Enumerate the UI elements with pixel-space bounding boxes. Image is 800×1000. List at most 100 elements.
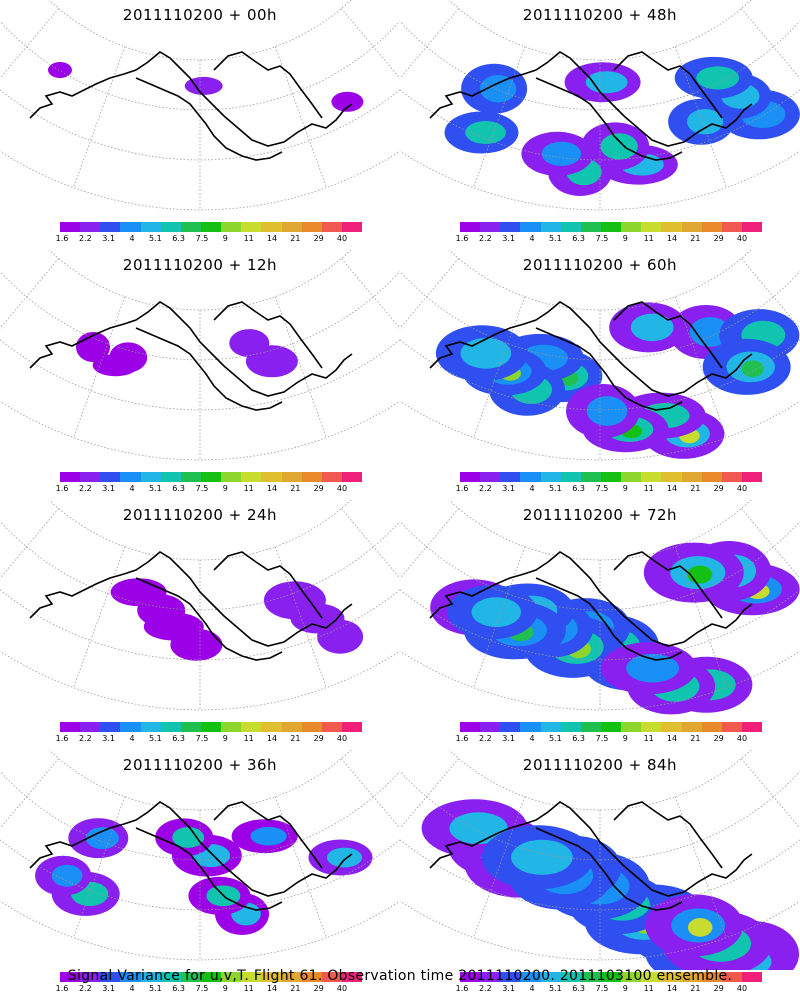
- colorbar-tick-label: 3.1: [102, 984, 116, 993]
- polar-map: [0, 0, 400, 211]
- colorbar-tick-label: 29: [713, 484, 724, 493]
- colorbar-swatch: [80, 972, 101, 982]
- colorbar-tick-label: 14: [666, 484, 678, 493]
- colorbar-tick-label: 9: [622, 984, 628, 993]
- colorbar-swatch: [460, 472, 481, 482]
- variance-core: [600, 133, 638, 160]
- variance-region: [229, 329, 270, 358]
- colorbar-swatch: [600, 472, 622, 482]
- colorbar-tick-label: 7.5: [595, 734, 609, 743]
- colorbar-swatch: [321, 972, 342, 982]
- colorbar-tick-label: 9: [622, 234, 628, 243]
- colorbar-tick-label: 4: [129, 984, 135, 993]
- colorbar-swatch: [180, 222, 201, 232]
- colorbar-tick-label: 11: [643, 734, 654, 743]
- polar-map: [0, 500, 400, 711]
- colorbar-swatch: [741, 472, 763, 482]
- colorbar-swatch: [261, 472, 282, 482]
- colorbar-swatch: [281, 722, 302, 732]
- colorbar-swatch: [160, 722, 181, 732]
- colorbar-ticks: 1.6 2.2 3.1 4 5.1 6.3 7.5 9 11 14 21 29 40: [56, 984, 362, 996]
- colorbar-swatch: [261, 222, 282, 232]
- colorbar-tick-label: 4: [129, 484, 135, 493]
- colorbar-tick-label: 2.2: [478, 984, 492, 993]
- colorbar-tick-label: 14: [666, 734, 678, 743]
- colorbar-swatch: [661, 222, 682, 232]
- colorbar-swatch: [301, 222, 322, 232]
- colorbar-ticks: 1.6 2.2 3.1 4 5.1 6.3 7.5 9 11 14 21 29 40: [56, 234, 362, 246]
- colorbar-swatch: [580, 222, 601, 232]
- colorbar: [460, 972, 763, 982]
- graticule: [0, 0, 400, 211]
- colorbar-swatch: [641, 722, 662, 732]
- colorbar-swatch: [500, 222, 521, 232]
- colorbar-swatch: [500, 722, 521, 732]
- variance-core: [696, 66, 740, 90]
- colorbar-tick-label: 9: [222, 984, 228, 993]
- colorbar-tick-label: 6.3: [172, 484, 186, 493]
- colorbar-tick-label: 14: [266, 484, 278, 493]
- colorbar-swatch: [60, 222, 81, 232]
- variance-region: [331, 91, 364, 112]
- coastline: [429, 801, 753, 911]
- colorbar-swatch: [80, 472, 101, 482]
- colorbar-tick-label: 5.1: [148, 234, 162, 243]
- colorbar-swatch: [681, 722, 702, 732]
- colorbar-swatch: [600, 222, 622, 232]
- colorbar-swatch: [741, 972, 763, 982]
- colorbar-tick-label: 6.3: [572, 484, 586, 493]
- colorbar-swatch: [661, 972, 682, 982]
- colorbar-ticks: 1.6 2.2 3.1 4 5.1 6.3 7.5 9 11 14 21 29 40: [456, 734, 762, 746]
- colorbar-swatch: [480, 722, 501, 732]
- colorbar-tick-label: 5.1: [148, 484, 162, 493]
- colorbar-swatch: [460, 222, 481, 232]
- colorbar-tick-label: 1.6: [55, 234, 69, 243]
- colorbar-tick-label: 2.2: [78, 984, 92, 993]
- variance-core: [479, 74, 517, 103]
- colorbar-swatch: [721, 472, 742, 482]
- polar-map: [400, 0, 800, 211]
- colorbar-tick-label: 5.1: [548, 484, 562, 493]
- colorbar-swatch: [500, 972, 521, 982]
- colorbar-swatch: [221, 972, 242, 982]
- colorbar-tick-label: 21: [690, 734, 701, 743]
- variance-core: [586, 396, 628, 426]
- colorbar-swatch: [480, 972, 501, 982]
- colorbar-swatch: [120, 972, 141, 982]
- polar-map: [400, 750, 800, 970]
- colorbar-swatch: [540, 472, 561, 482]
- colorbar-tick-label: 6.3: [172, 734, 186, 743]
- colorbar: [60, 472, 363, 482]
- variance-core: [51, 864, 83, 887]
- colorbar-swatch: [140, 472, 161, 482]
- colorbar-tick-label: 40: [736, 234, 748, 243]
- colorbar-swatch: [480, 222, 501, 232]
- colorbar-swatch: [341, 472, 363, 482]
- colorbar-ticks: 1.6 2.2 3.1 4 5.1 6.3 7.5 9 11 14 21 29 40: [456, 234, 762, 246]
- colorbar-swatch: [580, 972, 601, 982]
- variance-core: [541, 141, 582, 166]
- colorbar-tick-label: 40: [736, 984, 748, 993]
- colorbar-swatch: [621, 472, 642, 482]
- colorbar-swatch: [60, 972, 81, 982]
- colorbar-tick-label: 3.1: [102, 734, 116, 743]
- colorbar-tick-label: 9: [222, 234, 228, 243]
- colorbar-tick-label: 21: [690, 484, 701, 493]
- colorbar-tick-label: 1.6: [455, 484, 469, 493]
- colorbar-swatch: [180, 472, 201, 482]
- colorbar-swatch: [641, 222, 662, 232]
- colorbar-swatch: [600, 972, 622, 982]
- colorbar-tick-label: 9: [622, 484, 628, 493]
- colorbar-tick-label: 14: [666, 984, 678, 993]
- colorbar-tick-label: 3.1: [502, 484, 516, 493]
- colorbar-swatch: [241, 472, 262, 482]
- polar-map: [400, 250, 800, 461]
- colorbar-swatch: [321, 472, 342, 482]
- colorbar-swatch: [641, 972, 662, 982]
- colorbar-swatch: [701, 472, 722, 482]
- colorbar-swatch: [540, 722, 561, 732]
- variance-core: [460, 337, 512, 369]
- colorbar-tick-label: 7.5: [595, 234, 609, 243]
- colorbar-tick-label: 11: [643, 484, 654, 493]
- colorbar-tick-label: 40: [736, 734, 748, 743]
